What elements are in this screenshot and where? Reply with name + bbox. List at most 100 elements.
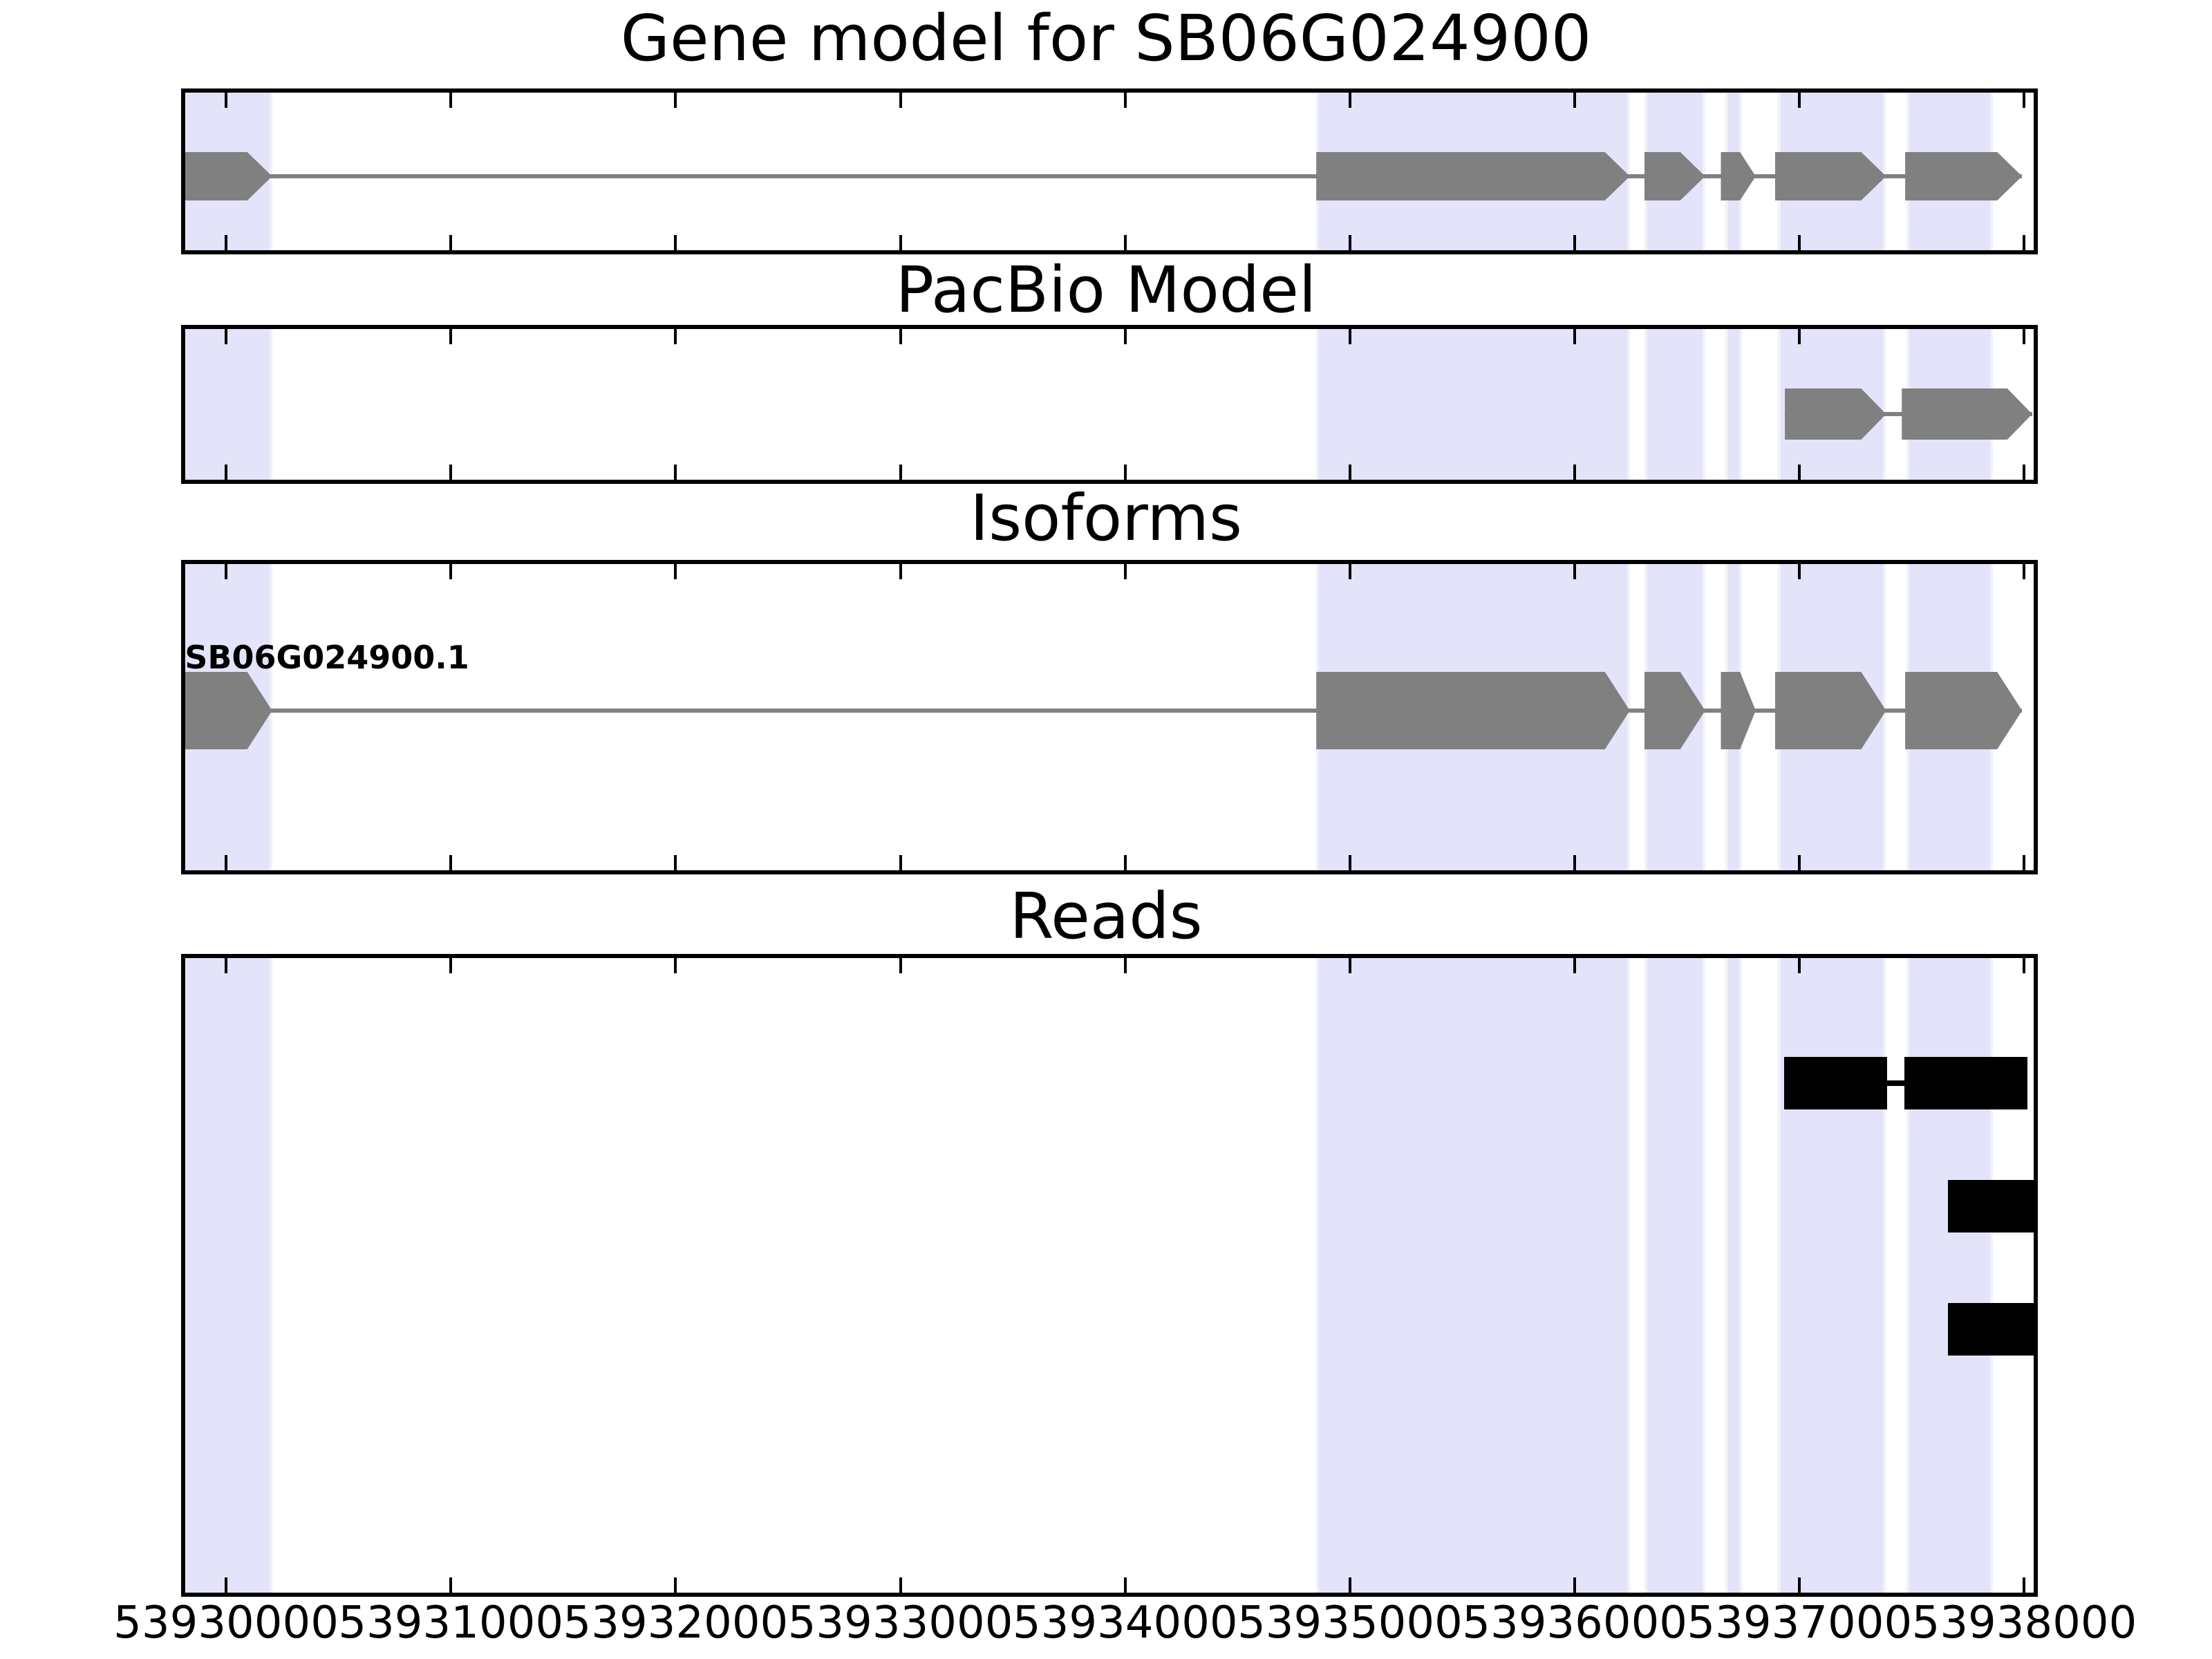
axis-tick-mark <box>1348 329 1351 344</box>
axis-tick-mark <box>1573 329 1577 344</box>
panel-reads <box>181 954 2038 1597</box>
axis-tick-mark <box>2023 93 2026 108</box>
read-1-block <box>1783 1057 1888 1109</box>
x-axis: 53930000 53931000 53932000 53933000 53934000… <box>0 1601 2212 1659</box>
exon-arrow <box>1902 388 2032 440</box>
x-tick-label: 53933000 <box>787 1597 1013 1649</box>
x-tick-label: 53932000 <box>563 1597 789 1649</box>
exon-highlight-band <box>1725 329 1743 480</box>
read-2-block <box>1947 1180 2034 1232</box>
axis-tick-mark <box>1573 564 1577 579</box>
exon-highlight-band <box>1778 958 1886 1593</box>
axis-tick-mark <box>674 855 677 870</box>
axis-tick-mark <box>1348 958 1351 973</box>
isoform-label: SB06G024900.1 <box>185 639 469 676</box>
exon-arrow <box>1721 152 1755 200</box>
axis-tick-mark <box>1348 564 1351 579</box>
exon-arrow <box>1721 672 1755 749</box>
axis-tick-mark <box>674 1577 677 1593</box>
read-1-block <box>1904 1057 2028 1109</box>
axis-tick-mark <box>899 855 902 870</box>
axis-tick-mark <box>1798 329 1801 344</box>
x-tick-label: 53938000 <box>1911 1597 2137 1649</box>
axis-tick-mark <box>1573 235 1577 250</box>
exon-highlight-band <box>1316 958 1630 1593</box>
panel-pacbio-model <box>181 325 2038 484</box>
panel-title-pacbio: PacBio Model <box>895 253 1317 327</box>
axis-tick-mark <box>2023 465 2026 480</box>
axis-tick-mark <box>449 329 453 344</box>
axis-tick-mark <box>225 1577 228 1593</box>
axis-tick-mark <box>1348 93 1351 108</box>
axis-tick-mark <box>899 1577 902 1593</box>
exon-arrow <box>1316 672 1630 749</box>
axis-tick-mark <box>2023 564 2026 579</box>
axis-tick-mark <box>1123 958 1127 973</box>
read-1-junction-line <box>1887 1080 1904 1086</box>
axis-tick-mark <box>225 958 228 973</box>
axis-tick-mark <box>1123 93 1127 108</box>
x-tick-label: 53934000 <box>1012 1597 1238 1649</box>
axis-tick-mark <box>225 235 228 250</box>
axis-tick-mark <box>899 93 902 108</box>
panel-gene-model <box>181 88 2038 254</box>
axis-tick-mark <box>1123 235 1127 250</box>
axis-tick-mark <box>1348 855 1351 870</box>
axis-tick-mark <box>1348 235 1351 250</box>
axis-tick-mark <box>1348 465 1351 480</box>
exon-highlight-band <box>1725 958 1743 1593</box>
axis-tick-mark <box>1798 1577 1801 1593</box>
axis-tick-mark <box>225 855 228 870</box>
panel-title-isoforms: Isoforms <box>970 481 1242 555</box>
axis-tick-mark <box>225 564 228 579</box>
axis-tick-mark <box>1798 564 1801 579</box>
axis-tick-mark <box>1123 564 1127 579</box>
exon-highlight-band <box>185 329 272 480</box>
axis-tick-mark <box>1573 1577 1577 1593</box>
axis-tick-mark <box>1798 235 1801 250</box>
axis-tick-mark <box>1123 329 1127 344</box>
exon-arrow <box>1905 152 2022 200</box>
axis-tick-mark <box>899 329 902 344</box>
axis-tick-mark <box>674 329 677 344</box>
exon-arrow <box>1785 388 1886 440</box>
axis-tick-mark <box>1798 958 1801 973</box>
axis-tick-mark <box>2023 1577 2026 1593</box>
axis-tick-mark <box>1348 1577 1351 1593</box>
exon-arrow <box>1775 672 1886 749</box>
axis-tick-mark <box>899 564 902 579</box>
exon-highlight-band <box>1644 329 1705 480</box>
axis-tick-mark <box>225 329 228 344</box>
axis-tick-mark <box>449 564 453 579</box>
axis-tick-mark <box>449 93 453 108</box>
axis-tick-mark <box>674 564 677 579</box>
exon-arrow <box>1316 152 1630 200</box>
axis-tick-mark <box>1573 958 1577 973</box>
panel-title-reads: Reads <box>1009 879 1203 953</box>
axis-tick-mark <box>674 465 677 480</box>
axis-tick-mark <box>899 235 902 250</box>
exon-highlight-band <box>1316 329 1630 480</box>
intron-line <box>185 709 2023 713</box>
axis-tick-mark <box>674 93 677 108</box>
axis-tick-mark <box>449 855 453 870</box>
axis-tick-mark <box>1573 855 1577 870</box>
axis-tick-mark <box>674 958 677 973</box>
panel-isoforms: SB06G024900.1 <box>181 560 2038 874</box>
x-tick-label: 53937000 <box>1687 1597 1913 1649</box>
exon-arrow <box>1775 152 1886 200</box>
axis-tick-mark <box>899 465 902 480</box>
axis-tick-mark <box>449 958 453 973</box>
axis-tick-mark <box>1798 465 1801 480</box>
axis-tick-mark <box>225 93 228 108</box>
intron-line <box>185 174 2023 178</box>
axis-tick-mark <box>2023 235 2026 250</box>
axis-tick-mark <box>674 235 677 250</box>
axis-tick-mark <box>1123 855 1127 870</box>
axis-tick-mark <box>1573 465 1577 480</box>
exon-arrow <box>1905 672 2022 749</box>
axis-tick-mark <box>2023 958 2026 973</box>
read-3-block <box>1947 1303 2034 1356</box>
axis-tick-mark <box>1798 93 1801 108</box>
x-tick-label: 53935000 <box>1237 1597 1463 1649</box>
